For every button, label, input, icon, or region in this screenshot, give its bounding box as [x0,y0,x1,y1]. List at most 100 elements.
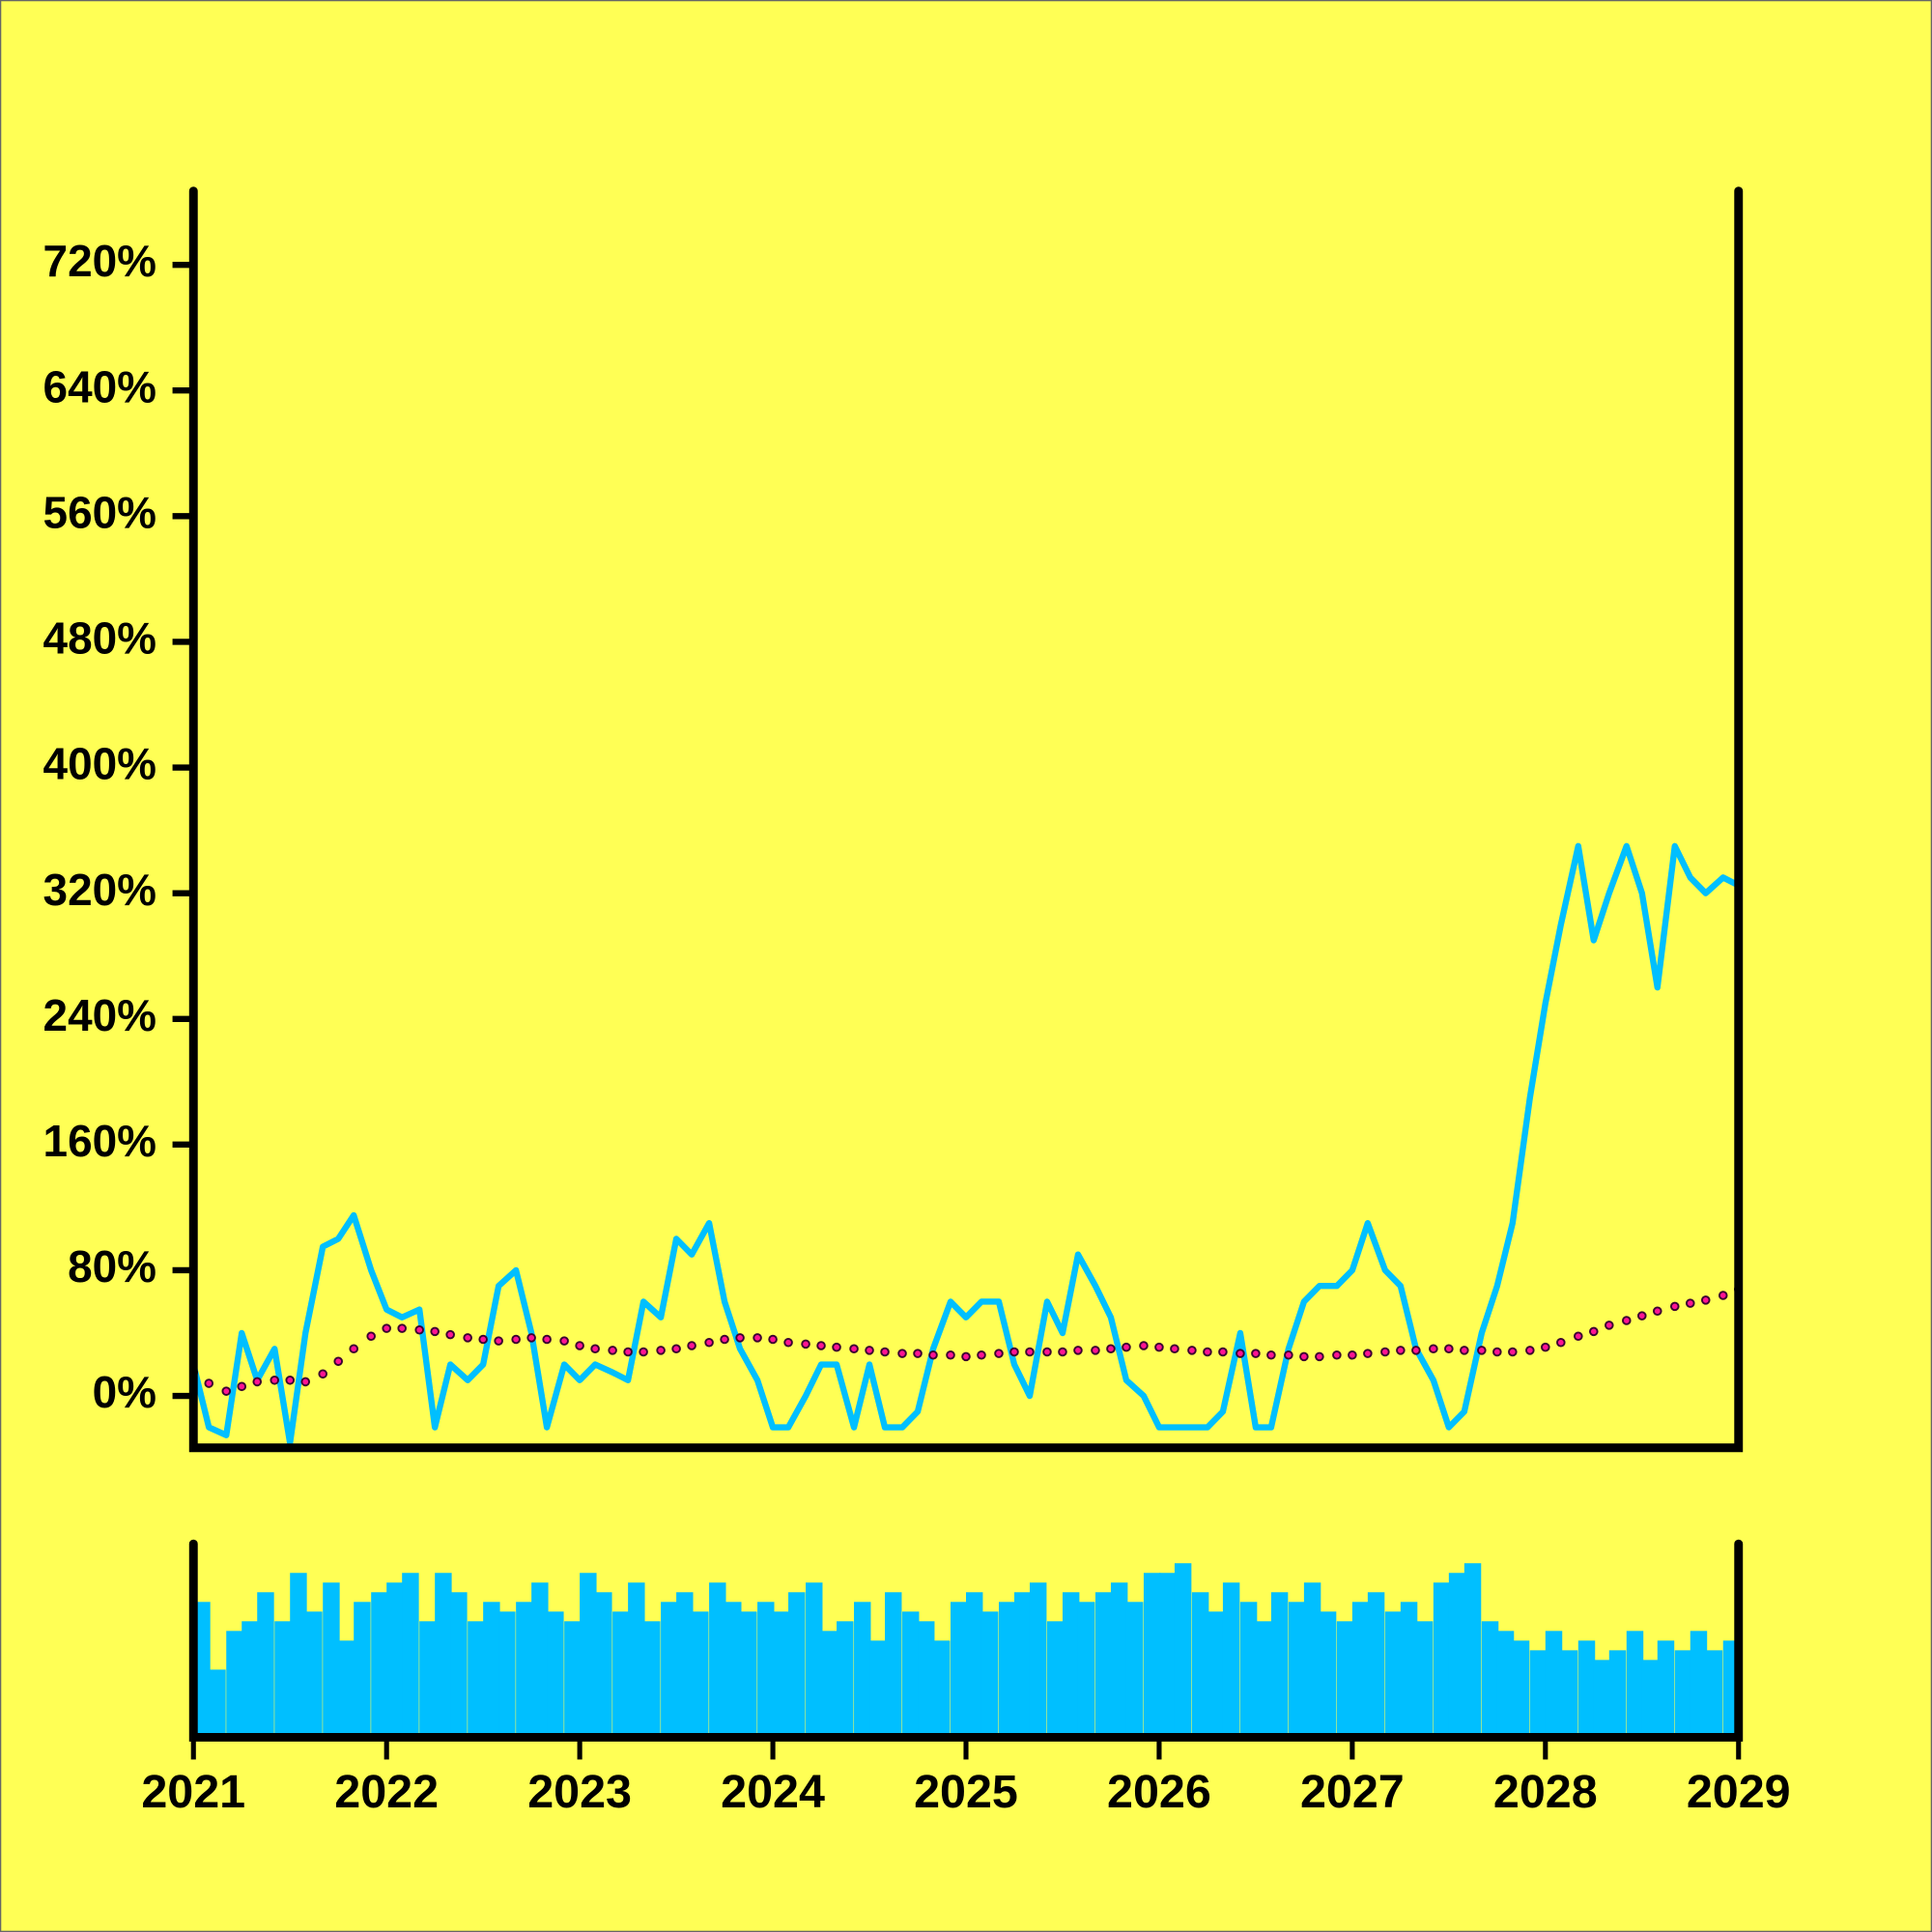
volume-bar [1400,1602,1418,1738]
x-tick-label: 2028 [1493,1766,1598,1818]
y-tick-label: 80% [68,1241,156,1292]
smoothed-point [1187,1346,1197,1355]
volume-bar [757,1602,775,1738]
smoothed-point [1411,1346,1421,1355]
x-tick-label: 2021 [141,1766,245,1818]
smoothed-point [1621,1316,1632,1325]
smoothed-point [1025,1347,1035,1357]
volume-bar [498,1611,516,1738]
volume-bar [1608,1650,1627,1738]
smoothed-point [1636,1311,1647,1321]
volume-bar [1560,1650,1578,1738]
volume-bar [435,1573,452,1738]
smoothed-point [1460,1346,1469,1355]
volume-bar [951,1602,968,1738]
smoothed-point [414,1324,424,1335]
volume-plot [193,1563,1739,1738]
volume-bar [1336,1621,1354,1738]
volume-bar [709,1582,726,1738]
smoothed-point [704,1337,714,1348]
smoothed-point [687,1341,696,1350]
volume-bar [1577,1640,1596,1738]
volume-bar [1239,1602,1258,1738]
volume-bar [305,1611,323,1738]
volume-bar [1545,1631,1563,1738]
smoothed-point [1154,1342,1164,1352]
smoothed-point [768,1334,778,1345]
volume-bar [516,1602,533,1738]
smoothed-point [1009,1347,1019,1357]
volume-bar [1077,1602,1095,1738]
volume-bar [998,1602,1016,1738]
volume-bar [692,1611,709,1738]
volume-bar [788,1592,806,1738]
volume-bar [806,1582,823,1738]
volume-bar [1433,1582,1451,1738]
volume-bar [1143,1573,1161,1738]
smoothed-point [590,1344,600,1354]
x-tick-label: 2024 [721,1766,825,1818]
volume-bar [274,1621,292,1738]
volume-bar [854,1602,871,1738]
smoothed-point [1299,1351,1309,1362]
volume-bar [595,1592,612,1738]
smoothed-point [349,1344,358,1354]
volume-frame [188,1539,1744,1742]
smoothed-point [753,1333,762,1343]
smoothed-point [1363,1349,1373,1358]
volume-bar [257,1592,274,1738]
y-tick-label: 400% [43,739,156,789]
smoothed-point [221,1386,232,1396]
smoothed-point [1139,1341,1149,1350]
volume-bar [1288,1602,1306,1738]
volume-bar [885,1592,902,1738]
smoothed-point [1266,1350,1276,1360]
volume-bar [676,1592,694,1738]
smoothed-point [318,1369,327,1379]
volume-bar [242,1621,259,1738]
smoothed-point [1236,1349,1245,1358]
smoothed-point [1700,1295,1711,1305]
volume-bar [1529,1650,1548,1738]
smoothed-point [880,1347,890,1357]
smoothed-point [366,1331,376,1342]
smoothed-point [478,1334,488,1345]
volume-bar [661,1602,678,1738]
volume-bar [580,1573,597,1738]
smoothed-point [430,1326,440,1337]
volume-bar [1110,1582,1128,1738]
volume-bar [1415,1621,1434,1738]
volume-bar [547,1611,564,1738]
volume-bar [1384,1611,1403,1738]
volume-bar [1593,1660,1611,1738]
volume-bar [1158,1573,1177,1738]
smoothed-point [445,1329,455,1340]
smoothed-point [1429,1344,1438,1354]
volume-bar [1657,1640,1675,1738]
smoothed-point [1332,1350,1342,1360]
smoothed-point [204,1378,214,1388]
volume-bar [1094,1592,1113,1738]
smoothed-point [1170,1344,1179,1354]
x-tick-label: 2023 [527,1766,632,1818]
volume-bar [1013,1592,1032,1738]
smoothed-point [1685,1298,1695,1308]
volume-bar [1481,1621,1499,1738]
smoothed-point [994,1349,1004,1358]
volume-bar [933,1640,951,1738]
smoothed-point [801,1339,810,1350]
volume-bar [1351,1602,1370,1738]
smoothed-point [252,1377,263,1387]
smoothed-point [1091,1346,1100,1355]
volume-bar [612,1611,630,1738]
main-frame [188,186,1744,1453]
smoothed-point [1556,1337,1566,1348]
volume-bar [1303,1582,1321,1738]
volume-bar [386,1582,404,1738]
smoothed-point [494,1336,503,1346]
smoothed-point [1122,1342,1131,1352]
volume-bar [980,1611,999,1738]
smoothed-point [816,1341,826,1350]
smoothed-point [575,1341,584,1350]
smoothed-point [639,1347,648,1357]
